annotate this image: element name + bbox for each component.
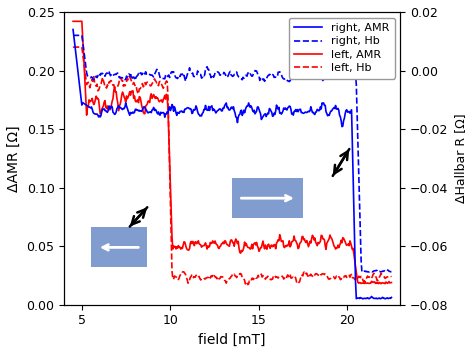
Y-axis label: ΔAMR [Ω]: ΔAMR [Ω] [7, 125, 21, 192]
Y-axis label: ΔHallbar R [Ω]: ΔHallbar R [Ω] [454, 114, 467, 203]
Bar [232, 178, 303, 218]
Legend: right, AMR, right, Hb, left, AMR, left, Hb: right, AMR, right, Hb, left, AMR, left, … [289, 17, 395, 79]
X-axis label: field [mT]: field [mT] [199, 333, 266, 347]
Bar [91, 228, 147, 267]
